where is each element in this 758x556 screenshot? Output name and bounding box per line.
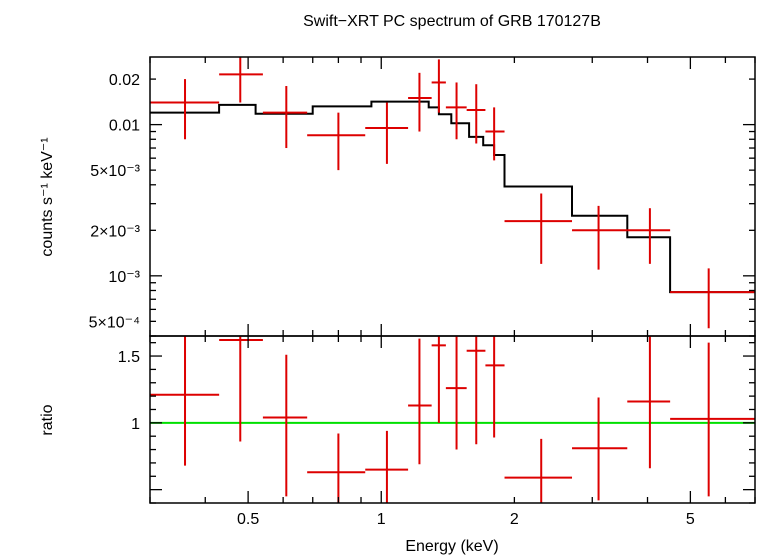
chart-title: Swift−XRT PC spectrum of GRB 170127B xyxy=(303,13,601,30)
ratio-data-point xyxy=(504,438,573,503)
y-tick-label: 10⁻³ xyxy=(108,269,140,286)
spectrum-data-point xyxy=(627,208,671,264)
spectrum-data-point xyxy=(445,82,467,140)
x-tick-label: 1 xyxy=(377,511,386,528)
y-axis-label-spectrum: counts s⁻¹ keV⁻¹ xyxy=(39,137,56,256)
ratio-data-point xyxy=(150,336,220,466)
x-axis-label: Energy (keV) xyxy=(405,538,498,555)
ratio-data-point xyxy=(572,397,628,501)
y-tick-label: 2×10⁻³ xyxy=(90,223,140,240)
spectrum-plot-area xyxy=(150,57,755,329)
ratio-data-point xyxy=(431,336,446,423)
ratio-data-point xyxy=(445,336,467,450)
ratio-data-point xyxy=(670,342,755,497)
spectrum-data-point xyxy=(262,86,308,149)
spectrum-data-point xyxy=(150,79,220,140)
ratio-data-point xyxy=(466,336,486,445)
ratio-data-point xyxy=(408,338,432,465)
y-axis-label-ratio: ratio xyxy=(39,404,56,435)
ratio-data-point xyxy=(219,336,263,442)
y-tick-label: 0.01 xyxy=(109,118,140,135)
spectrum-data-point xyxy=(431,59,446,113)
spectrum-data-point xyxy=(307,112,366,171)
ratio-frame xyxy=(149,335,756,504)
x-tick-label: 5 xyxy=(686,511,695,528)
ratio-data-point xyxy=(627,336,671,469)
y-tick-label: 1.5 xyxy=(118,349,140,366)
spectrum-data-point xyxy=(504,193,573,264)
model-step-line xyxy=(150,100,755,294)
spectrum-data-point xyxy=(485,107,505,161)
ratio-data-point xyxy=(307,433,366,503)
y-tick-label: 5×10⁻⁴ xyxy=(89,314,140,331)
ratio-plot-area xyxy=(150,336,755,503)
spectrum-data-point xyxy=(408,72,432,132)
x-tick-label: 2 xyxy=(510,511,519,528)
y-tick-label: 0.02 xyxy=(109,72,140,89)
spectrum-panel: 0.02 0.01 5×10⁻³ 2×10⁻³ 10⁻³ 5×10⁻⁴ xyxy=(89,56,756,337)
spectrum-data-point xyxy=(670,268,755,329)
spectrum-data-point xyxy=(365,102,409,164)
y-tick-label: 5×10⁻³ xyxy=(90,163,140,180)
x-tick-label: 0.5 xyxy=(237,511,259,528)
ratio-panel: 1 1.5 0.5 1 2 5 xyxy=(118,335,756,528)
y-tick-label: 1 xyxy=(131,416,140,433)
ratio-data-point xyxy=(365,430,409,503)
spectrum-data-point xyxy=(572,205,628,270)
spectrum-data-point xyxy=(219,57,263,103)
ratio-data-point xyxy=(485,336,505,438)
spectrum-data-point xyxy=(466,84,486,144)
ratio-data-point xyxy=(262,354,308,497)
